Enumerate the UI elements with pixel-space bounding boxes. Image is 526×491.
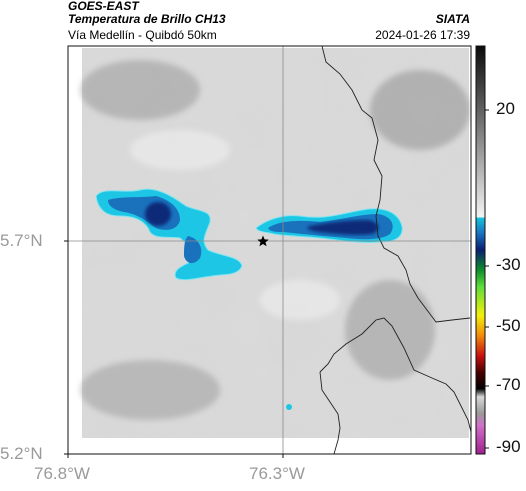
product-title: Temperatura de Brillo CH13 — [68, 12, 226, 26]
source-label: SIATA — [435, 12, 470, 26]
border-line-branch — [319, 371, 341, 454]
cold-cloud-east — [255, 208, 403, 243]
colorbar — [476, 46, 485, 454]
lat-tick-label: 5.2°N — [0, 444, 43, 463]
map-border — [67, 45, 472, 455]
border-line-north — [321, 46, 471, 323]
lat-tick-label: 5.7°N — [0, 231, 43, 250]
colorbar-label: -30 — [496, 255, 521, 274]
location-marker-star-icon[interactable] — [257, 235, 269, 247]
satellite-label: GOES-EAST — [68, 0, 139, 13]
small-cold-cell — [286, 404, 292, 410]
lon-tick-label: 76.3°W — [249, 464, 305, 483]
timestamp: 2024-01-26 17:39 — [375, 28, 470, 42]
colorbar-label: 20 — [496, 99, 515, 118]
cold-cloud-west — [95, 188, 243, 281]
region-subtitle: Vía Medellín - Quibdó 50km — [68, 28, 217, 42]
colorbar-label: -50 — [496, 316, 521, 335]
colorbar-label: -70 — [496, 375, 521, 394]
lon-tick-label: 76.8°W — [34, 464, 90, 483]
colorbar-label: -90 — [496, 437, 521, 456]
border-line-south — [319, 317, 471, 434]
